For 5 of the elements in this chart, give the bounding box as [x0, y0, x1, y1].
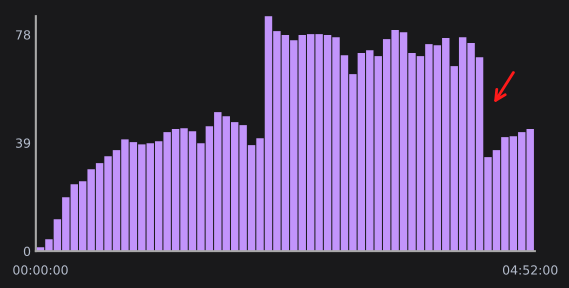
x-tick-label: 00:00:00 — [13, 265, 68, 275]
y-tick-label: 39 — [16, 138, 30, 148]
y-tick-label: 78 — [16, 30, 30, 40]
y-tick-label: 0 — [24, 246, 30, 256]
x-tick-label: 04:52:00 — [502, 265, 558, 275]
